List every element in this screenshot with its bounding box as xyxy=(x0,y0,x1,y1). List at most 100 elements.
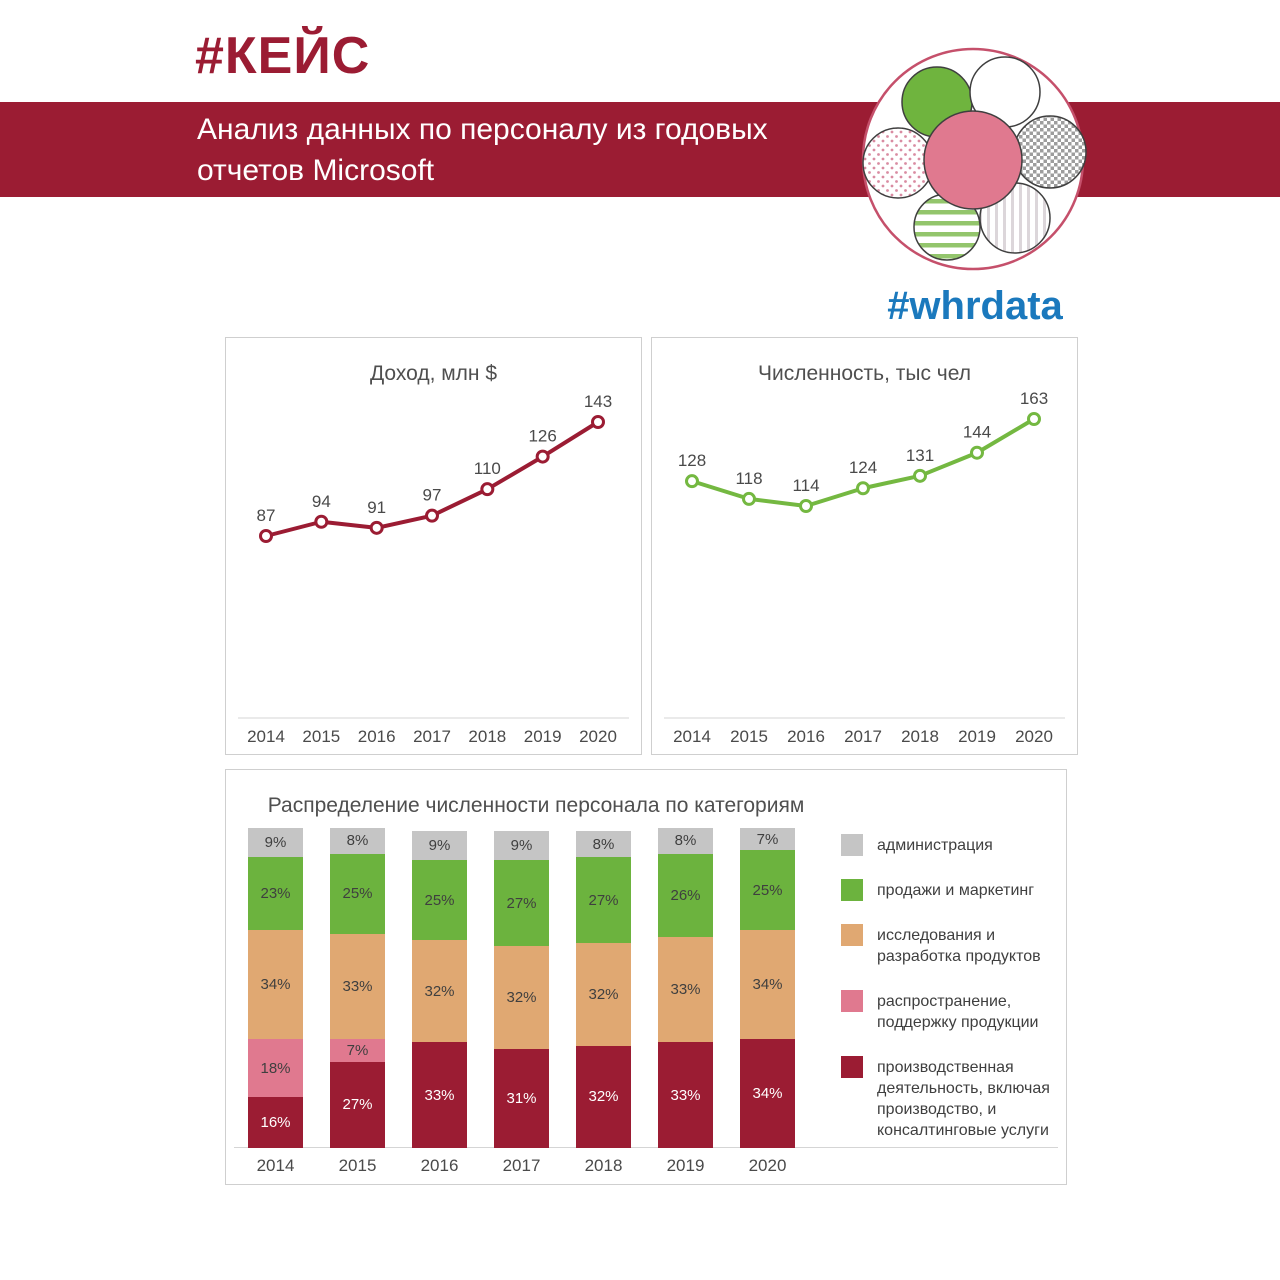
legend-label: исследования и разработка продуктов xyxy=(877,927,1041,965)
bar-segment: 33% xyxy=(658,1042,713,1148)
headcount-line-chart: 128 2014 118 2015 114 2016 124 2017 131 2018 144 20… xyxy=(664,389,1065,746)
data-point xyxy=(1027,412,1041,426)
whrdata-hashtag: #whrdata xyxy=(887,284,1063,328)
bar-segment: 9% xyxy=(248,828,303,857)
bar-segment: 23% xyxy=(248,856,303,931)
data-point xyxy=(535,449,550,464)
bar-segment: 27% xyxy=(494,860,549,947)
data-point xyxy=(480,482,495,497)
data-label: 87 xyxy=(257,506,276,525)
x-tick-label: 2020 xyxy=(748,1156,787,1175)
x-tick-label: 2015 xyxy=(302,727,340,746)
x-tick-label: 2016 xyxy=(787,727,825,746)
x-tick-label: 2016 xyxy=(420,1156,459,1175)
data-label: 128 xyxy=(678,451,706,470)
data-label: 110 xyxy=(474,459,501,478)
stacked-bar-2017: 31% 32% 27% 9% xyxy=(494,831,549,1148)
page-title: #КЕЙС xyxy=(195,27,371,85)
legend-swatch xyxy=(841,834,863,856)
x-tick-label: 2019 xyxy=(666,1156,705,1175)
bar-segment: 26% xyxy=(658,853,713,937)
data-label: 94 xyxy=(312,492,331,511)
bar-segment: 33% xyxy=(330,933,385,1040)
data-label: 124 xyxy=(849,458,877,477)
stacked-bars: 16% 18% 34% 23% 9% 27% 7% 33% 25% 8% 33% 32% 25% 9% 31… xyxy=(248,828,795,1148)
legend-item: продажи и маркетинг xyxy=(841,879,1056,901)
legend-swatch xyxy=(841,879,863,901)
bar-segment: 27% xyxy=(576,856,631,944)
banner-text: Анализ данных по персоналу из годовых от… xyxy=(197,113,768,187)
x-tick-label: 2019 xyxy=(958,727,996,746)
legend-label: продажи и маркетинг xyxy=(877,882,1035,899)
data-label: 97 xyxy=(423,486,442,505)
bar-segment: 34% xyxy=(740,930,795,1040)
bar-segment: 7% xyxy=(330,1039,385,1062)
bar-segment: 32% xyxy=(412,940,467,1043)
whrdata-flower-logo xyxy=(861,47,1087,271)
distribution-legend: администрация продажи и маркетинг исследов… xyxy=(841,834,1056,1141)
legend-swatch xyxy=(841,924,863,946)
bar-segment: 18% xyxy=(248,1039,303,1097)
x-tick-label: 2014 xyxy=(256,1156,295,1175)
x-tick-label: 2015 xyxy=(338,1156,377,1175)
legend-swatch xyxy=(841,1056,863,1078)
bar-segment: 31% xyxy=(494,1048,549,1148)
legend-label: производственная деятельность, включая п… xyxy=(877,1059,1050,1139)
x-tick-label: 2014 xyxy=(673,727,711,746)
data-label: 91 xyxy=(367,498,386,517)
data-point xyxy=(856,481,870,496)
data-point xyxy=(591,415,605,429)
data-label: 118 xyxy=(735,469,762,488)
x-tick-label: 2015 xyxy=(730,727,768,746)
x-tick-label: 2020 xyxy=(1015,727,1053,746)
bar-segment: 9% xyxy=(494,831,549,861)
stacked-bar-2019: 33% 33% 26% 8% xyxy=(658,828,713,1148)
bar-segment: 25% xyxy=(412,860,467,941)
bar-segment: 32% xyxy=(494,946,549,1049)
bar-segment: 25% xyxy=(330,853,385,934)
bar-segment: 7% xyxy=(740,828,795,851)
data-point xyxy=(314,514,329,529)
legend-label: администрация xyxy=(877,837,993,854)
legend-item: распространение, поддержку продукции xyxy=(841,990,1056,1033)
data-label: 114 xyxy=(792,476,819,495)
data-point xyxy=(913,468,927,483)
legend-label: распространение, поддержку продукции xyxy=(877,993,1039,1031)
data-label: 143 xyxy=(584,392,612,411)
x-tick-label: 2020 xyxy=(579,727,617,746)
data-point xyxy=(970,445,984,460)
bar-segment: 25% xyxy=(740,850,795,931)
logo-center-circle xyxy=(923,110,1023,210)
x-tick-label: 2017 xyxy=(502,1156,541,1175)
legend-item: исследования и разработка продуктов xyxy=(841,924,1056,967)
data-label: 131 xyxy=(906,446,934,465)
logo-petal-dots xyxy=(862,127,934,199)
stacked-bar-2018: 32% 32% 27% 8% xyxy=(576,831,631,1148)
stacked-bar-2014: 16% 18% 34% 23% 9% xyxy=(248,828,303,1148)
legend-swatch xyxy=(841,990,863,1012)
x-tick-label: 2017 xyxy=(844,727,882,746)
data-label: 144 xyxy=(963,423,991,442)
bar-segment: 8% xyxy=(658,828,713,854)
bar-segment: 27% xyxy=(330,1061,385,1148)
logo-petal-checker xyxy=(1013,115,1087,189)
distribution-chart-title: Распределение численности персонала по к… xyxy=(267,794,805,817)
data-label: 163 xyxy=(1020,389,1048,408)
legend-item: администрация xyxy=(841,834,1056,856)
distribution-x-axis xyxy=(234,1147,1058,1148)
bar-segment: 33% xyxy=(412,1042,467,1148)
legend-item: производственная деятельность, включая п… xyxy=(841,1056,1056,1141)
x-tick-label: 2018 xyxy=(468,727,506,746)
data-point xyxy=(259,529,273,543)
x-tick-label: 2018 xyxy=(584,1156,623,1175)
x-tick-label: 2017 xyxy=(413,727,451,746)
data-point xyxy=(369,520,384,535)
distribution-year-labels: 2014 2015 2016 2017 2018 2019 2020 xyxy=(248,1156,795,1176)
data-point xyxy=(425,508,439,523)
bar-segment: 34% xyxy=(248,930,303,1040)
headcount-chart-title: Численность, тыс чел xyxy=(758,362,971,385)
bar-segment: 32% xyxy=(576,943,631,1046)
bar-segment: 32% xyxy=(576,1045,631,1148)
revenue-chart-title: Доход, млн $ xyxy=(369,362,498,385)
data-point xyxy=(685,474,699,489)
